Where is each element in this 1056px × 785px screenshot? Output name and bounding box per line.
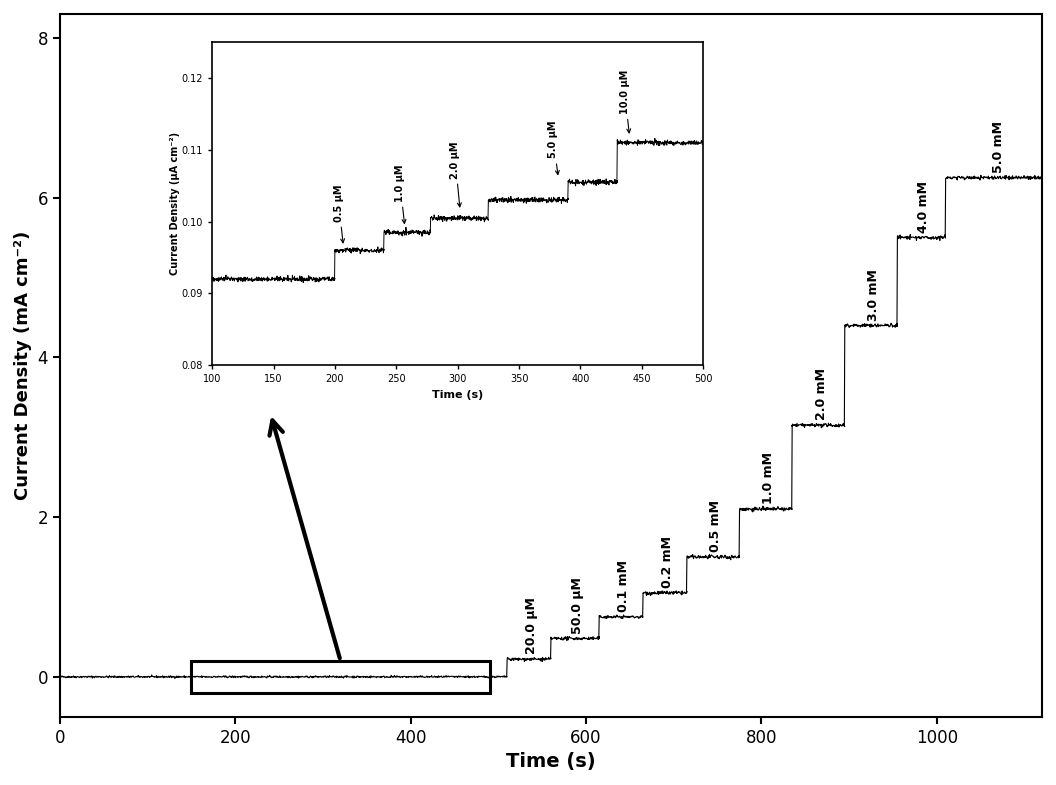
- X-axis label: Time (s): Time (s): [506, 752, 596, 771]
- Text: 0.1 mM: 0.1 mM: [617, 560, 629, 612]
- Text: 1.0 mM: 1.0 mM: [762, 452, 775, 504]
- Y-axis label: Current Density (mA cm⁻²): Current Density (mA cm⁻²): [14, 231, 32, 500]
- Text: 2.0 mM: 2.0 mM: [814, 368, 828, 421]
- Text: 5.0 mM: 5.0 mM: [993, 121, 1005, 173]
- Bar: [191, 661, 490, 693]
- Text: 4.0 mM: 4.0 mM: [918, 181, 930, 232]
- Text: 0.5 mM: 0.5 mM: [710, 500, 722, 552]
- Text: 50.0 μM: 50.0 μM: [571, 577, 584, 633]
- Text: 3.0 mM: 3.0 mM: [867, 268, 881, 320]
- Text: 20.0 μM: 20.0 μM: [525, 597, 538, 655]
- Text: 0.2 mM: 0.2 mM: [661, 536, 674, 588]
